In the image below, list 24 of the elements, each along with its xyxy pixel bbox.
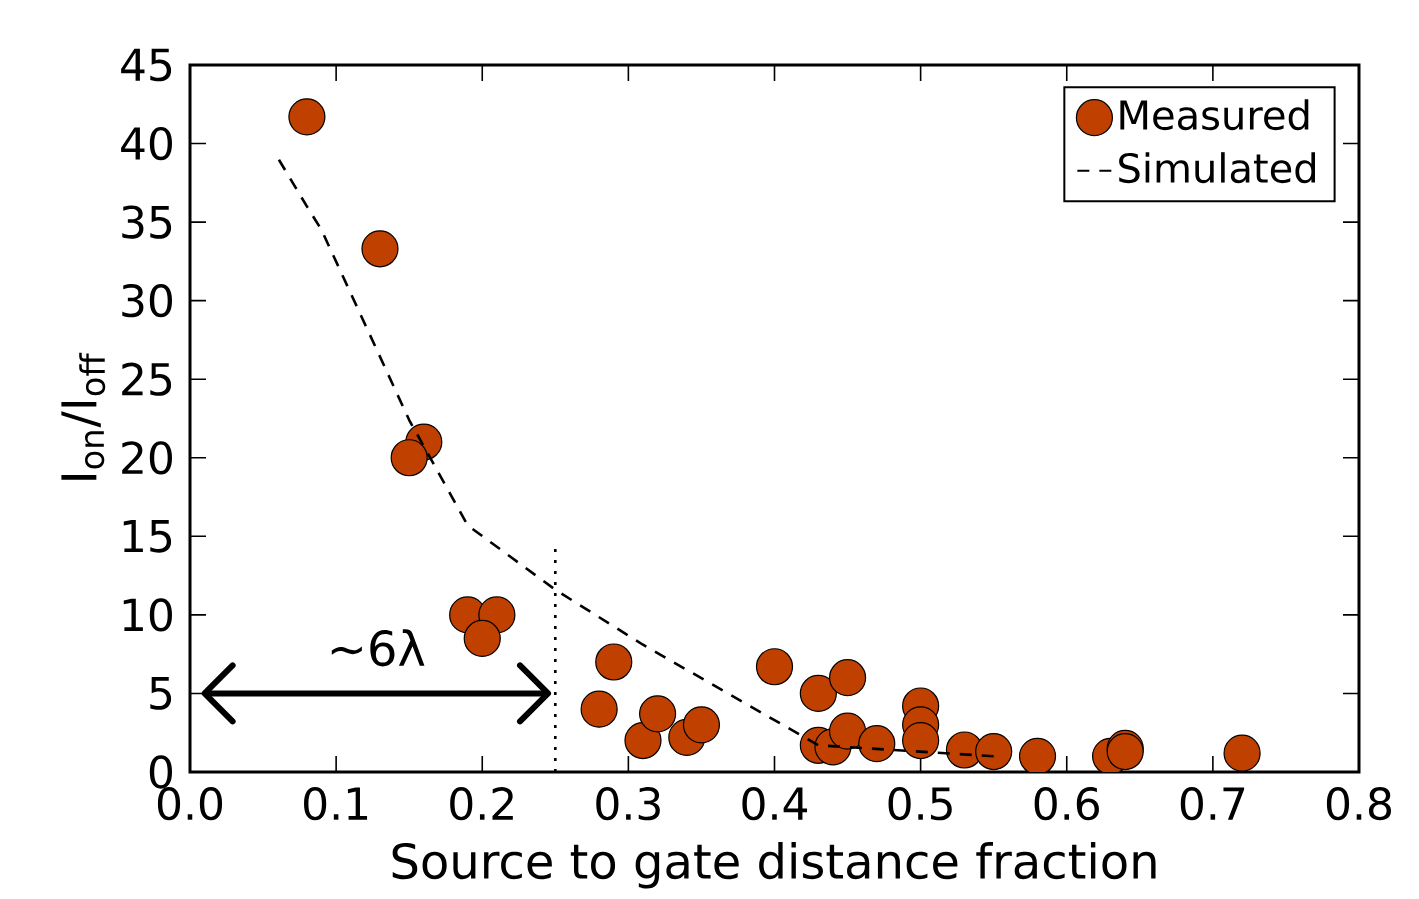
y-tick-label: 25: [122, 362, 172, 396]
y-tick-label: 10: [123, 598, 172, 632]
y-axis-title: I$_{on}$/I$_{off}$: [61, 352, 106, 480]
x-tick-label: 0.2: [450, 787, 513, 821]
x-tick-label: 0.7: [1180, 787, 1245, 821]
y-tick-label: 35: [122, 205, 172, 239]
legend-label: Simulated: [1119, 152, 1316, 184]
y-tick-label: 5: [150, 677, 172, 710]
y-tick-label: 40: [121, 126, 172, 161]
x-tick-label: 0.1: [304, 787, 368, 821]
y-tick-label: 30: [122, 284, 172, 318]
x-tick-label: 0.6: [1034, 787, 1099, 821]
y-tick-label: 20: [122, 441, 172, 475]
y-tick-label: 0: [149, 755, 173, 789]
x-tick-label: 0.8: [1326, 787, 1391, 821]
legend-label: Measured: [1120, 99, 1309, 131]
x-tick-label: 0.0: [157, 787, 223, 821]
x-axis-title: Source to gate distance fraction: [392, 842, 1156, 889]
x-tick-label: 0.5: [888, 787, 952, 821]
x-tick-label: 0.3: [596, 787, 660, 821]
x-tick-label: 0.4: [742, 787, 808, 821]
y-tick-label: 15: [123, 519, 172, 553]
annotation: ~6λ: [331, 629, 425, 667]
y-tick-label: 45: [121, 48, 172, 82]
